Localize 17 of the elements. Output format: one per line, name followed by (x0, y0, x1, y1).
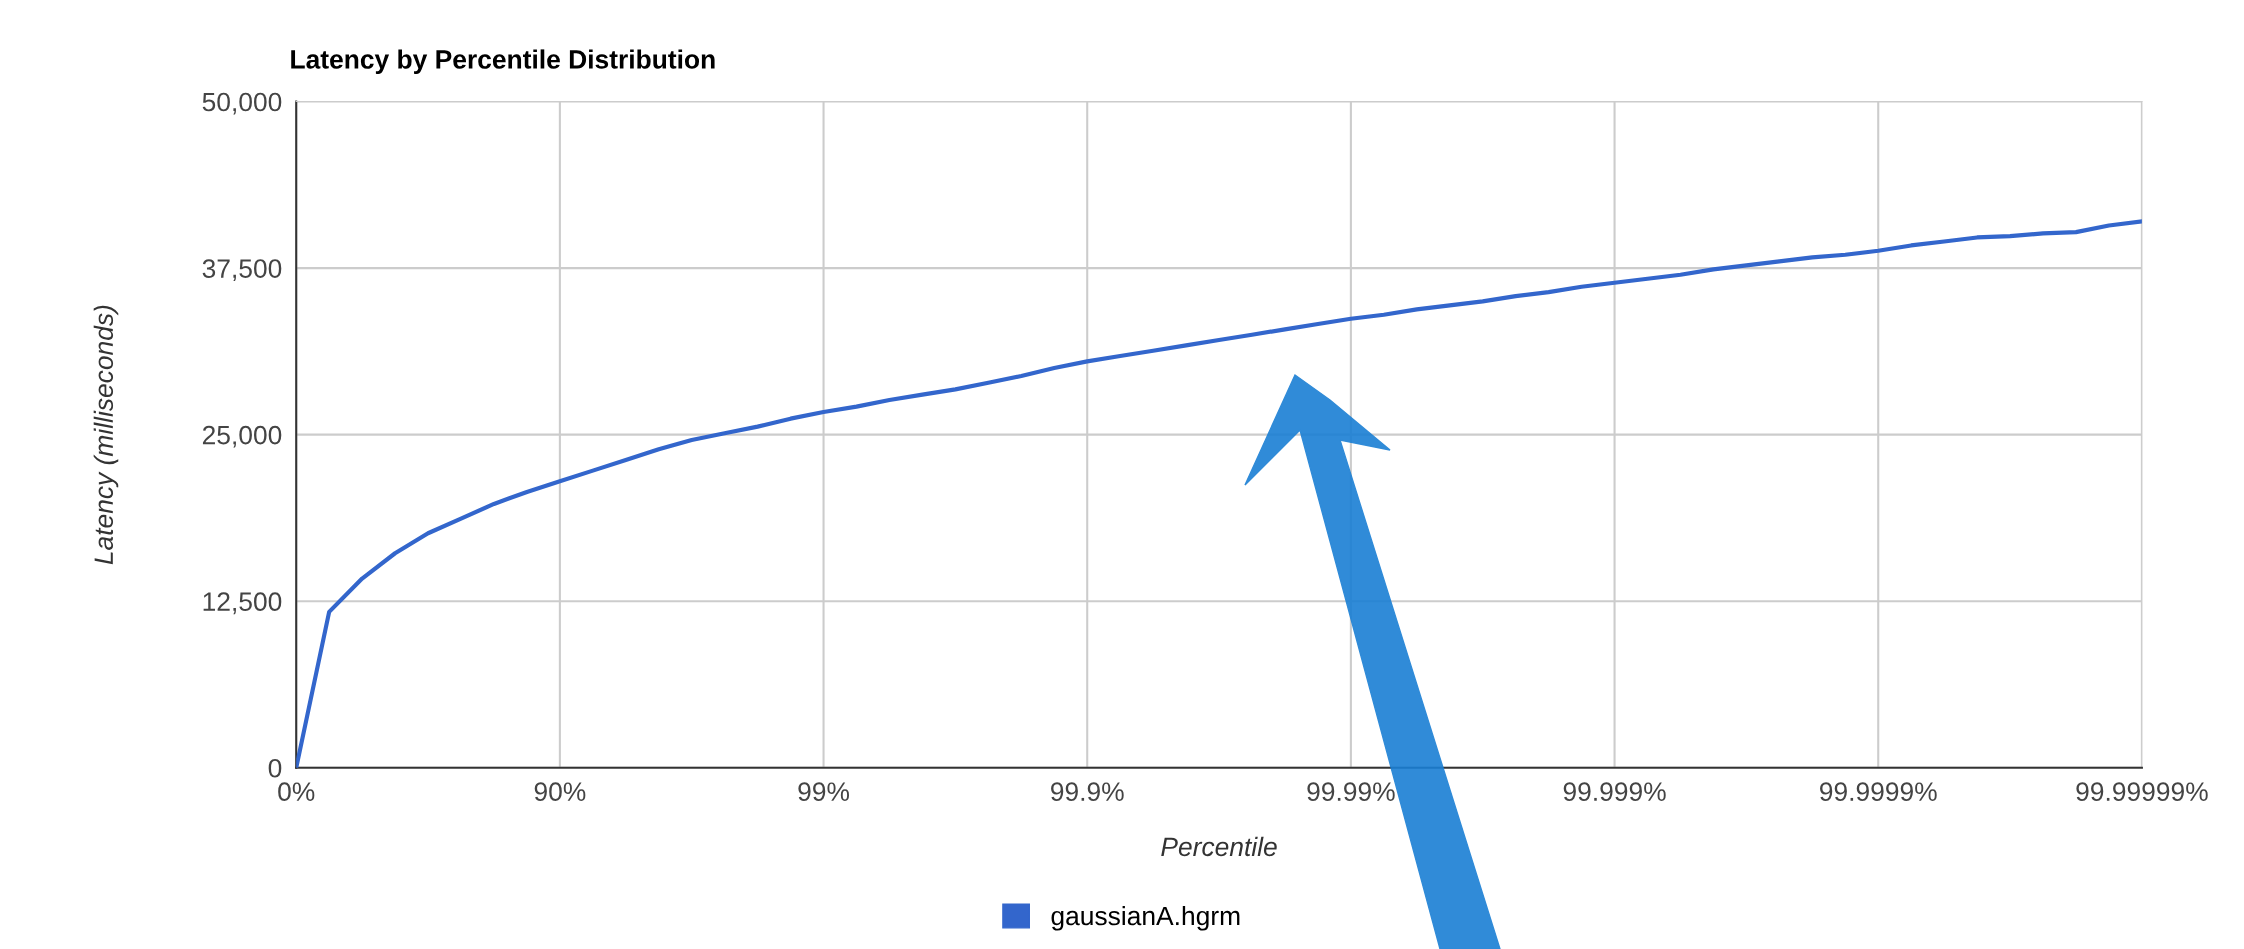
chart-title: Latency by Percentile Distribution (291, 49, 715, 74)
x-tick-label: 90% (534, 782, 586, 802)
x-tick-label: 99% (798, 782, 850, 802)
x-tick-label: 99.999% (1563, 782, 1666, 802)
x-axis-title: Percentile (1161, 836, 1277, 857)
x-tick-label: 99.9999% (1820, 782, 1937, 802)
legend-label: gaussianA.hgrm (1051, 905, 1240, 931)
y-tick-label: 12,500 (203, 592, 282, 615)
y-tick-label: 25,000 (202, 425, 282, 448)
x-tick-label: 99.99% (1307, 782, 1395, 802)
y-tick-label: 37,500 (202, 259, 282, 282)
x-tick-label: 99.9% (1051, 782, 1124, 802)
x-tick-label: 99.99999% (2076, 782, 2208, 802)
y-tick-label: 50,000 (202, 92, 282, 115)
y-tick-label: 0 (268, 758, 282, 778)
y-axis-title: Latency (milliseconds) (93, 305, 119, 565)
x-tick-label: 0% (278, 782, 315, 802)
